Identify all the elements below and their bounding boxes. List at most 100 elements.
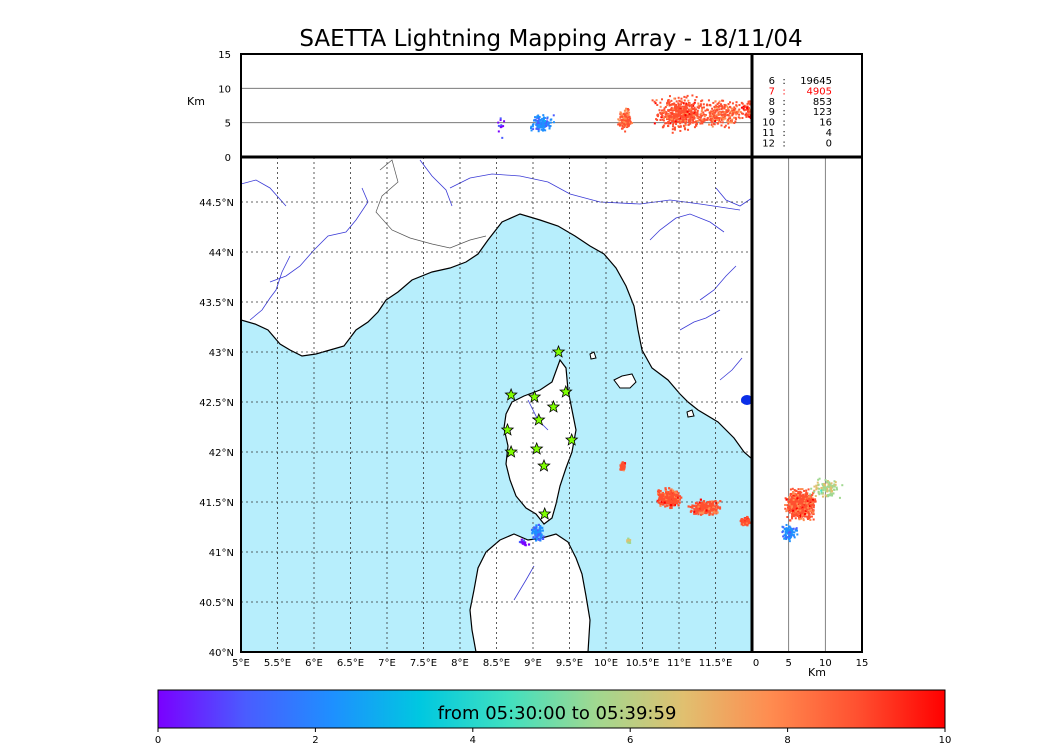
map-source-point <box>687 505 690 508</box>
altitude-source-point <box>717 113 720 116</box>
map-source-point <box>694 509 698 512</box>
altitude-source-point <box>684 110 687 113</box>
latitude-altitude-point <box>795 527 798 530</box>
altitude-source-point <box>693 106 696 109</box>
altitude-source-point <box>694 113 697 116</box>
altitude-source-point <box>729 121 732 124</box>
altitude-source-point <box>684 102 687 105</box>
altitude-tick-label: 5 <box>225 119 231 130</box>
latitude-altitude-point <box>788 535 791 538</box>
map-source-point <box>697 507 700 510</box>
altitude-source-point <box>728 112 731 115</box>
altitude-source-point <box>721 121 724 124</box>
altitude-source-point <box>721 115 724 118</box>
map-source-point <box>702 500 706 503</box>
latitude-altitude-point <box>821 495 824 498</box>
altitude-source-point <box>746 102 749 105</box>
altitude-source-point <box>541 129 544 132</box>
altitude-source-point <box>538 115 541 118</box>
altitude-source-point <box>654 102 657 105</box>
latitude-altitude-point <box>800 505 803 508</box>
altitude-source-point <box>534 118 537 121</box>
altitude-source-point <box>747 106 750 109</box>
station-count-value: 19645 <box>800 76 832 87</box>
latitude-altitude-point <box>823 486 826 489</box>
latitude-altitude-point <box>800 491 803 494</box>
latitude-altitude-point <box>788 540 791 543</box>
map-source-point <box>703 504 706 507</box>
latitude-altitude-point <box>801 495 804 498</box>
longitude-tick-label: 5.5°E <box>264 658 291 669</box>
latitude-altitude-point <box>803 493 806 496</box>
map-source-point <box>705 509 708 512</box>
altitude-source-point <box>685 102 688 105</box>
map-source-point <box>715 502 718 505</box>
altitude-source-point <box>623 118 626 121</box>
latitude-altitude-point <box>794 501 797 504</box>
river-lines <box>241 159 752 601</box>
altitude-source-point <box>741 117 744 120</box>
altitude-source-point <box>710 110 713 113</box>
altitude-source-point <box>720 105 723 108</box>
latitude-altitude-point <box>788 533 791 536</box>
altitude-source-point <box>711 111 714 114</box>
altitude-source-point <box>737 116 740 119</box>
latitude-altitude-point <box>811 497 814 500</box>
altitude-source-point <box>535 127 538 130</box>
map-source-point <box>657 491 661 494</box>
map-source-point <box>622 466 626 469</box>
map-source-point <box>665 496 668 500</box>
latitude-altitude-point <box>816 487 819 490</box>
map-source-point <box>534 539 538 542</box>
map-source-point <box>661 491 665 495</box>
latitude-altitude-point <box>826 488 829 491</box>
altitude-source-point <box>620 115 623 118</box>
altitude-source-point <box>680 110 683 113</box>
latitude-altitude-point <box>806 495 809 498</box>
latitude-altitude-point <box>822 489 825 492</box>
altitude-source-point <box>686 112 689 115</box>
colorbar-tick-label: 0 <box>155 735 161 746</box>
altitude-source-point <box>723 105 726 108</box>
altitude-source-point <box>734 120 737 123</box>
map-source-point <box>742 522 746 526</box>
altitude-source-point <box>747 110 750 113</box>
map-source-point <box>535 533 538 537</box>
altitude-source-point <box>687 123 690 126</box>
latitude-altitude-point <box>805 495 808 498</box>
station-count-value: 4 <box>826 128 832 139</box>
map-source-point <box>702 505 705 509</box>
map-source-point <box>708 511 711 514</box>
altitude-source-point <box>738 117 741 120</box>
altitude-source-point <box>548 127 551 130</box>
altitude-source-point <box>727 126 730 129</box>
map-source-point <box>674 498 677 501</box>
latitude-altitude-point <box>815 488 818 491</box>
latitude-altitude-point <box>786 504 789 507</box>
latitude-altitude-point <box>784 533 787 536</box>
altitude-source-point <box>627 120 630 123</box>
latitude-altitude-point <box>833 485 836 488</box>
altitude-source-point <box>718 121 721 124</box>
altitude-source-point <box>725 109 728 112</box>
altitude-axis-label: Km <box>187 95 205 108</box>
altitude-source-point <box>743 104 746 107</box>
map-source-point <box>627 538 631 541</box>
altitude-source-point <box>668 104 671 107</box>
altitude-longitude-panel: 15 10 5 0 Km <box>187 50 752 164</box>
altitude-source-point <box>623 126 626 129</box>
map-source-point <box>696 510 699 514</box>
altitude-source-point <box>728 105 731 108</box>
altitude-source-point <box>726 120 729 123</box>
altitude-source-point <box>678 125 681 128</box>
latitude-altitude-point <box>792 502 795 505</box>
map-source-point <box>708 506 711 509</box>
altitude-source-point <box>747 102 750 105</box>
altitude-source-point <box>540 118 543 121</box>
altitude-source-point <box>543 121 546 124</box>
latitude-altitude-point <box>791 529 794 532</box>
map-source-point <box>693 504 696 507</box>
latitude-altitude-point <box>786 506 789 509</box>
latitude-altitude-point <box>811 512 814 515</box>
latitude-altitude-point <box>801 498 804 501</box>
